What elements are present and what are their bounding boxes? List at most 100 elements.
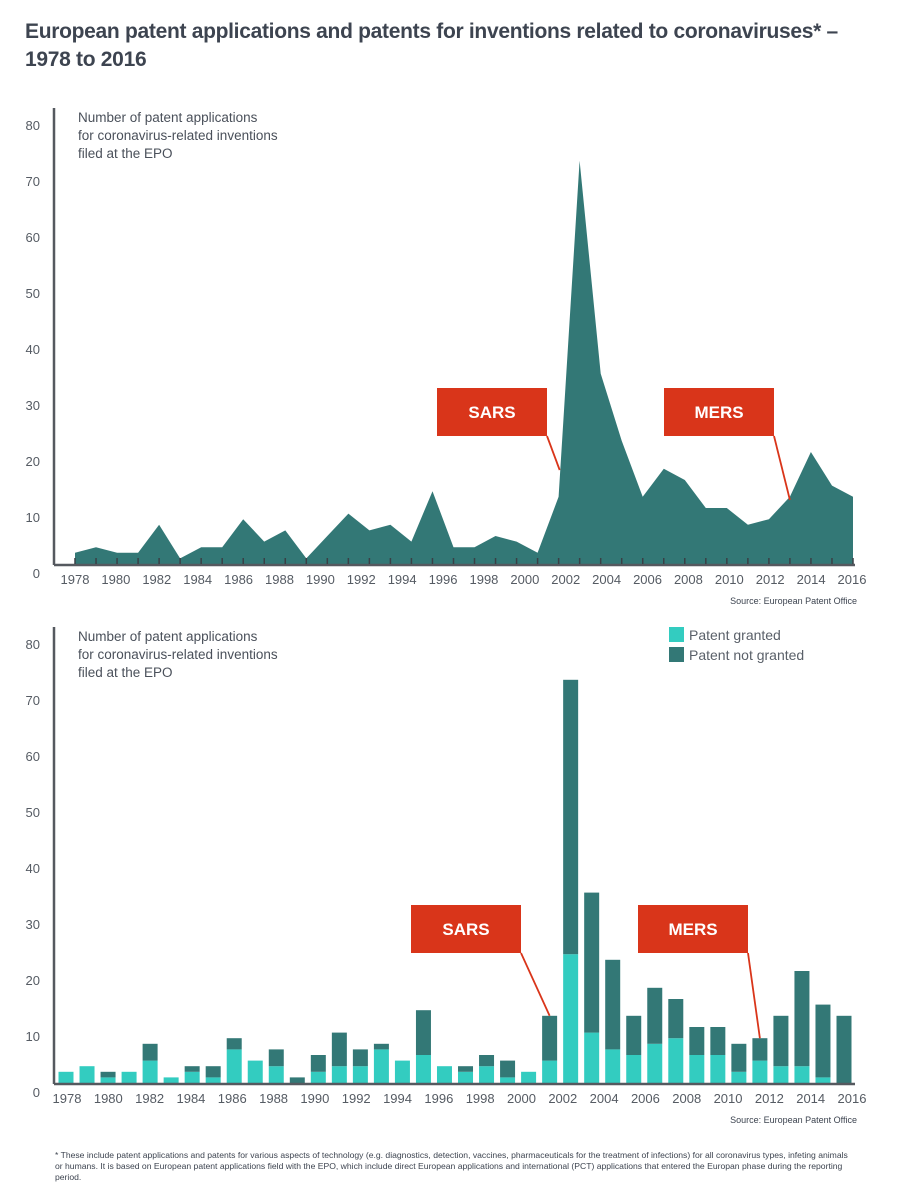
bar-group	[205, 1066, 221, 1083]
bar-not-granted	[710, 1027, 726, 1055]
bar-granted	[142, 1060, 158, 1083]
annotation-mers: MERS	[638, 905, 761, 1039]
bar-group	[647, 987, 663, 1083]
bar-not-granted	[268, 1049, 284, 1067]
annotation-mers: MERS	[664, 388, 791, 501]
x-tick-label: 2014	[796, 1091, 825, 1106]
bar-not-granted	[689, 1027, 705, 1055]
bar-group	[226, 1038, 242, 1083]
x-tick-label: 2004	[592, 572, 621, 587]
bar-group	[626, 1015, 642, 1083]
y-tick-label: 70	[26, 174, 40, 189]
bar-granted	[247, 1060, 263, 1083]
bar-group	[121, 1071, 137, 1083]
bar-group	[500, 1060, 516, 1083]
bar-group	[289, 1077, 305, 1083]
bar-group	[310, 1055, 326, 1083]
x-tick-label: 2006	[633, 572, 662, 587]
bar-not-granted	[142, 1043, 158, 1061]
annotation-box	[638, 905, 748, 953]
bar-group	[352, 1049, 368, 1083]
bar-not-granted	[626, 1015, 642, 1055]
x-tick-label: 1986	[218, 1091, 247, 1106]
x-tick-label: 1990	[300, 1091, 329, 1106]
bar-group	[268, 1049, 284, 1083]
x-tick-label: 2016	[838, 572, 867, 587]
x-tick-label: 1980	[94, 1091, 123, 1106]
bar-granted	[394, 1060, 410, 1083]
x-tick-label: 1998	[466, 1091, 495, 1106]
bar-granted	[815, 1077, 831, 1083]
bar-granted	[58, 1071, 74, 1083]
y-tick-label: 0	[33, 566, 40, 581]
bar-not-granted	[794, 971, 810, 1067]
bar-not-granted	[668, 999, 684, 1039]
y-axis-label: for coronavirus-related inventions	[78, 128, 278, 143]
bar-not-granted	[752, 1038, 768, 1061]
area-series-applications	[75, 160, 853, 565]
y-tick-label: 40	[26, 861, 40, 876]
bar-not-granted	[100, 1071, 116, 1078]
x-tick-label: 1986	[224, 572, 253, 587]
bar-not-granted	[563, 679, 579, 955]
x-tick-label: 2010	[715, 572, 744, 587]
bar-group	[394, 1060, 410, 1083]
x-tick-label: 2006	[631, 1091, 660, 1106]
bar-not-granted	[542, 1015, 558, 1061]
annotation-label: SARS	[468, 403, 515, 422]
x-tick-label: 1988	[259, 1091, 288, 1106]
annotation-label: SARS	[442, 920, 489, 939]
bar-granted	[542, 1060, 558, 1083]
bar-not-granted	[184, 1066, 200, 1072]
bar-not-granted	[289, 1077, 305, 1083]
y-axis-label: Number of patent applications	[78, 110, 258, 125]
bar-group	[794, 971, 810, 1083]
bar-group	[479, 1055, 495, 1083]
x-tick-label: 1994	[383, 1091, 412, 1106]
y-axis-label: filed at the EPO	[78, 665, 173, 680]
bar-group	[773, 1015, 789, 1083]
bar-group	[247, 1060, 263, 1083]
y-tick-label: 20	[26, 973, 40, 988]
bar-granted	[268, 1066, 284, 1083]
y-axis-label: Number of patent applications	[78, 629, 258, 644]
x-tick-label: 2004	[590, 1091, 619, 1106]
bar-group	[521, 1071, 537, 1083]
y-tick-label: 60	[26, 749, 40, 764]
bar-not-granted	[731, 1043, 747, 1072]
bar-group	[142, 1043, 158, 1083]
source-label: Source: European Patent Office	[730, 1115, 857, 1125]
bar-not-granted	[836, 1015, 852, 1083]
y-tick-label: 10	[26, 510, 40, 525]
annotation-leader-line	[747, 952, 761, 1039]
bar-granted	[100, 1077, 116, 1083]
legend: Patent granted Patent not granted	[669, 627, 804, 663]
bar-granted	[415, 1055, 431, 1083]
bar-granted	[331, 1066, 347, 1083]
bar-group	[58, 1071, 74, 1083]
bar-not-granted	[773, 1015, 789, 1067]
bar-group	[79, 1066, 95, 1083]
x-tick-label: 1992	[347, 572, 376, 587]
annotation-sars: SARS	[437, 388, 561, 471]
bar-granted	[352, 1066, 368, 1083]
bar-granted	[163, 1077, 179, 1083]
bar-group	[668, 999, 684, 1083]
x-tick-label: 1994	[388, 572, 417, 587]
bar-group	[184, 1066, 200, 1083]
y-axis-label: filed at the EPO	[78, 146, 173, 161]
x-tick-label: 1980	[101, 572, 130, 587]
bar-granted	[479, 1066, 495, 1083]
y-tick-label: 20	[26, 454, 40, 469]
bar-group	[458, 1066, 474, 1083]
bar-group	[710, 1027, 726, 1083]
x-tick-label: 1984	[176, 1091, 205, 1106]
legend-swatch-granted	[669, 627, 684, 642]
bar-granted	[605, 1049, 621, 1083]
bar-group	[373, 1043, 389, 1083]
footnote: * These include patent applications and …	[55, 1150, 848, 1182]
x-tick-label: 1988	[265, 572, 294, 587]
x-tick-label: 2012	[755, 1091, 784, 1106]
bar-granted	[310, 1071, 326, 1083]
